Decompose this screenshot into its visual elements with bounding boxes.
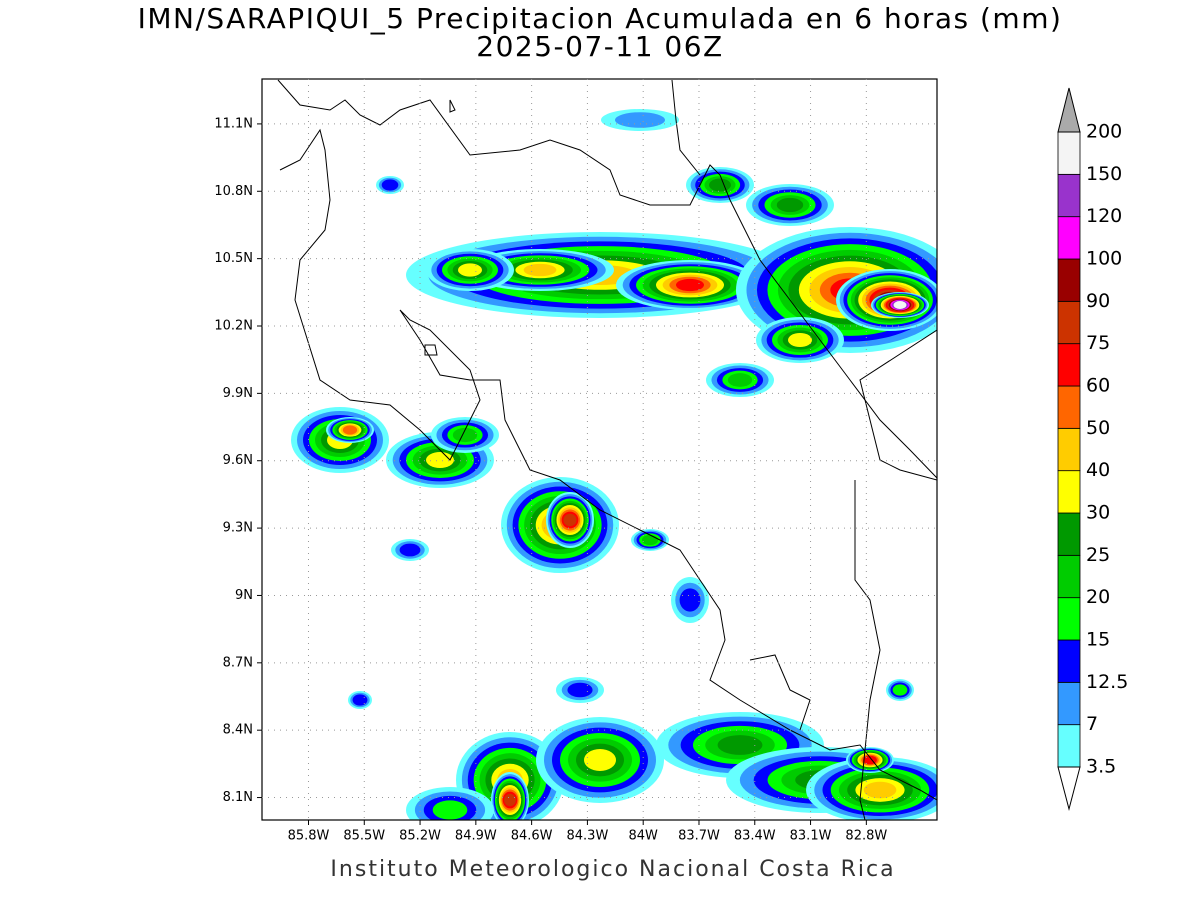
y-tick-label: 10.5N: [214, 251, 253, 266]
coastlines: [277, 79, 937, 820]
colorbar-label: 60: [1086, 375, 1110, 397]
coastline: [279, 128, 937, 801]
x-tick-label: 82.8W: [845, 829, 887, 844]
title: IMN/SARAPIQUI_5 Precipitacion Acumulada …: [138, 2, 1063, 35]
colorbar-label: 30: [1086, 502, 1110, 524]
y-tick-label: 10.2N: [214, 319, 253, 334]
y-tick-label: 8.4N: [223, 723, 253, 738]
y-tick-label: 11.1N: [214, 116, 253, 131]
precip-contour: [432, 800, 468, 820]
precip-contour: [426, 452, 454, 468]
colorbar-segment: [1057, 681, 1081, 726]
precip-contour: [679, 588, 701, 612]
colorbar-label: 75: [1086, 332, 1110, 354]
precip-contour: [567, 682, 593, 698]
map-frame: [261, 78, 938, 821]
colorbar-label: 50: [1086, 417, 1110, 439]
precip-contour: [893, 301, 907, 309]
colorbar-label: 150: [1086, 163, 1122, 185]
subtitle: 2025-07-11 06Z: [476, 30, 723, 63]
colorbar-label: 90: [1086, 290, 1110, 312]
precip-contour: [717, 735, 763, 755]
x-tick-label: 84W: [628, 829, 658, 844]
colorbar-label: 200: [1086, 121, 1122, 143]
y-tick-label: 9N: [235, 588, 253, 603]
colorbar-segment: [1057, 639, 1081, 683]
precip-contour: [863, 781, 897, 799]
colorbar-segment: [1057, 597, 1081, 641]
colorbar-segment: [1057, 470, 1081, 514]
x-tick-label: 85.5W: [343, 829, 385, 844]
colorbar-label: 100: [1086, 248, 1122, 270]
precip-contour: [458, 263, 482, 277]
colorbar-label: 40: [1086, 459, 1110, 481]
precip-contour: [709, 178, 731, 192]
precip-contour: [381, 179, 399, 191]
colorbar-segment: [1057, 300, 1081, 345]
precip-contour: [504, 793, 516, 807]
colorbar-label: 3.5: [1086, 756, 1116, 778]
precip-contour: [788, 333, 812, 347]
x-tick-label: 85.8W: [288, 829, 330, 844]
border: [854, 329, 937, 820]
x-tick-label: 84.9W: [455, 829, 497, 844]
precip-contour: [727, 373, 753, 387]
precip-contour: [342, 425, 358, 435]
colorbar-segment: [1057, 512, 1081, 556]
colorbar-segment: [1057, 258, 1081, 302]
colorbar-segment: [1057, 173, 1081, 218]
border: [671, 79, 701, 176]
x-tick-label: 83.1W: [790, 829, 832, 844]
precip-contour: [892, 684, 908, 696]
x-tick-label: 85.2W: [399, 829, 441, 844]
y-tick-label: 9.9N: [223, 386, 253, 401]
y-tick-label: 8.1N: [223, 790, 253, 805]
colorbar-under: [1057, 766, 1081, 811]
colorbar-segment: [1057, 427, 1081, 472]
footer: Instituto Meteorologico Nacional Costa R…: [330, 857, 895, 882]
x-tick-label: 83.4W: [734, 829, 776, 844]
x-tick-label: 83.7W: [678, 829, 720, 844]
y-tick-label: 9.3N: [223, 521, 253, 536]
x-tick-label: 84.6W: [511, 829, 553, 844]
precip-contour: [676, 278, 704, 292]
precip-contour: [452, 427, 478, 443]
colorbar-segment: [1057, 216, 1081, 260]
colorbar-segment: [1057, 131, 1081, 175]
precip-contour: [641, 534, 659, 546]
coastline: [749, 654, 811, 731]
colorbar-segment: [1057, 385, 1081, 429]
colorbar-label: 7: [1086, 713, 1098, 735]
colorbar-label: 15: [1086, 629, 1110, 651]
x-tick-label: 84.3W: [567, 829, 609, 844]
island: [424, 99, 456, 356]
precip-field: [291, 109, 937, 820]
precip-contour: [563, 513, 577, 527]
colorbar-label: 25: [1086, 544, 1110, 566]
y-tick-label: 10.8N: [214, 184, 253, 199]
precip-contour: [776, 197, 804, 213]
precip-contour: [352, 694, 368, 706]
y-tick-label: 9.6N: [223, 453, 253, 468]
colorbar-segment: [1057, 343, 1081, 387]
colorbar-segment: [1057, 724, 1081, 768]
y-tick-label: 8.7N: [223, 655, 253, 670]
coastline: [277, 79, 937, 479]
colorbar-label: 120: [1086, 205, 1122, 227]
colorbar-label: 12.5: [1086, 671, 1128, 693]
precip-contour: [615, 112, 665, 128]
colorbar-over: [1057, 87, 1081, 133]
precip-contour: [523, 263, 557, 277]
precip-contour: [584, 749, 616, 771]
precip-contour: [399, 543, 421, 557]
colorbar-label: 20: [1086, 586, 1110, 608]
colorbar-segment: [1057, 554, 1081, 599]
